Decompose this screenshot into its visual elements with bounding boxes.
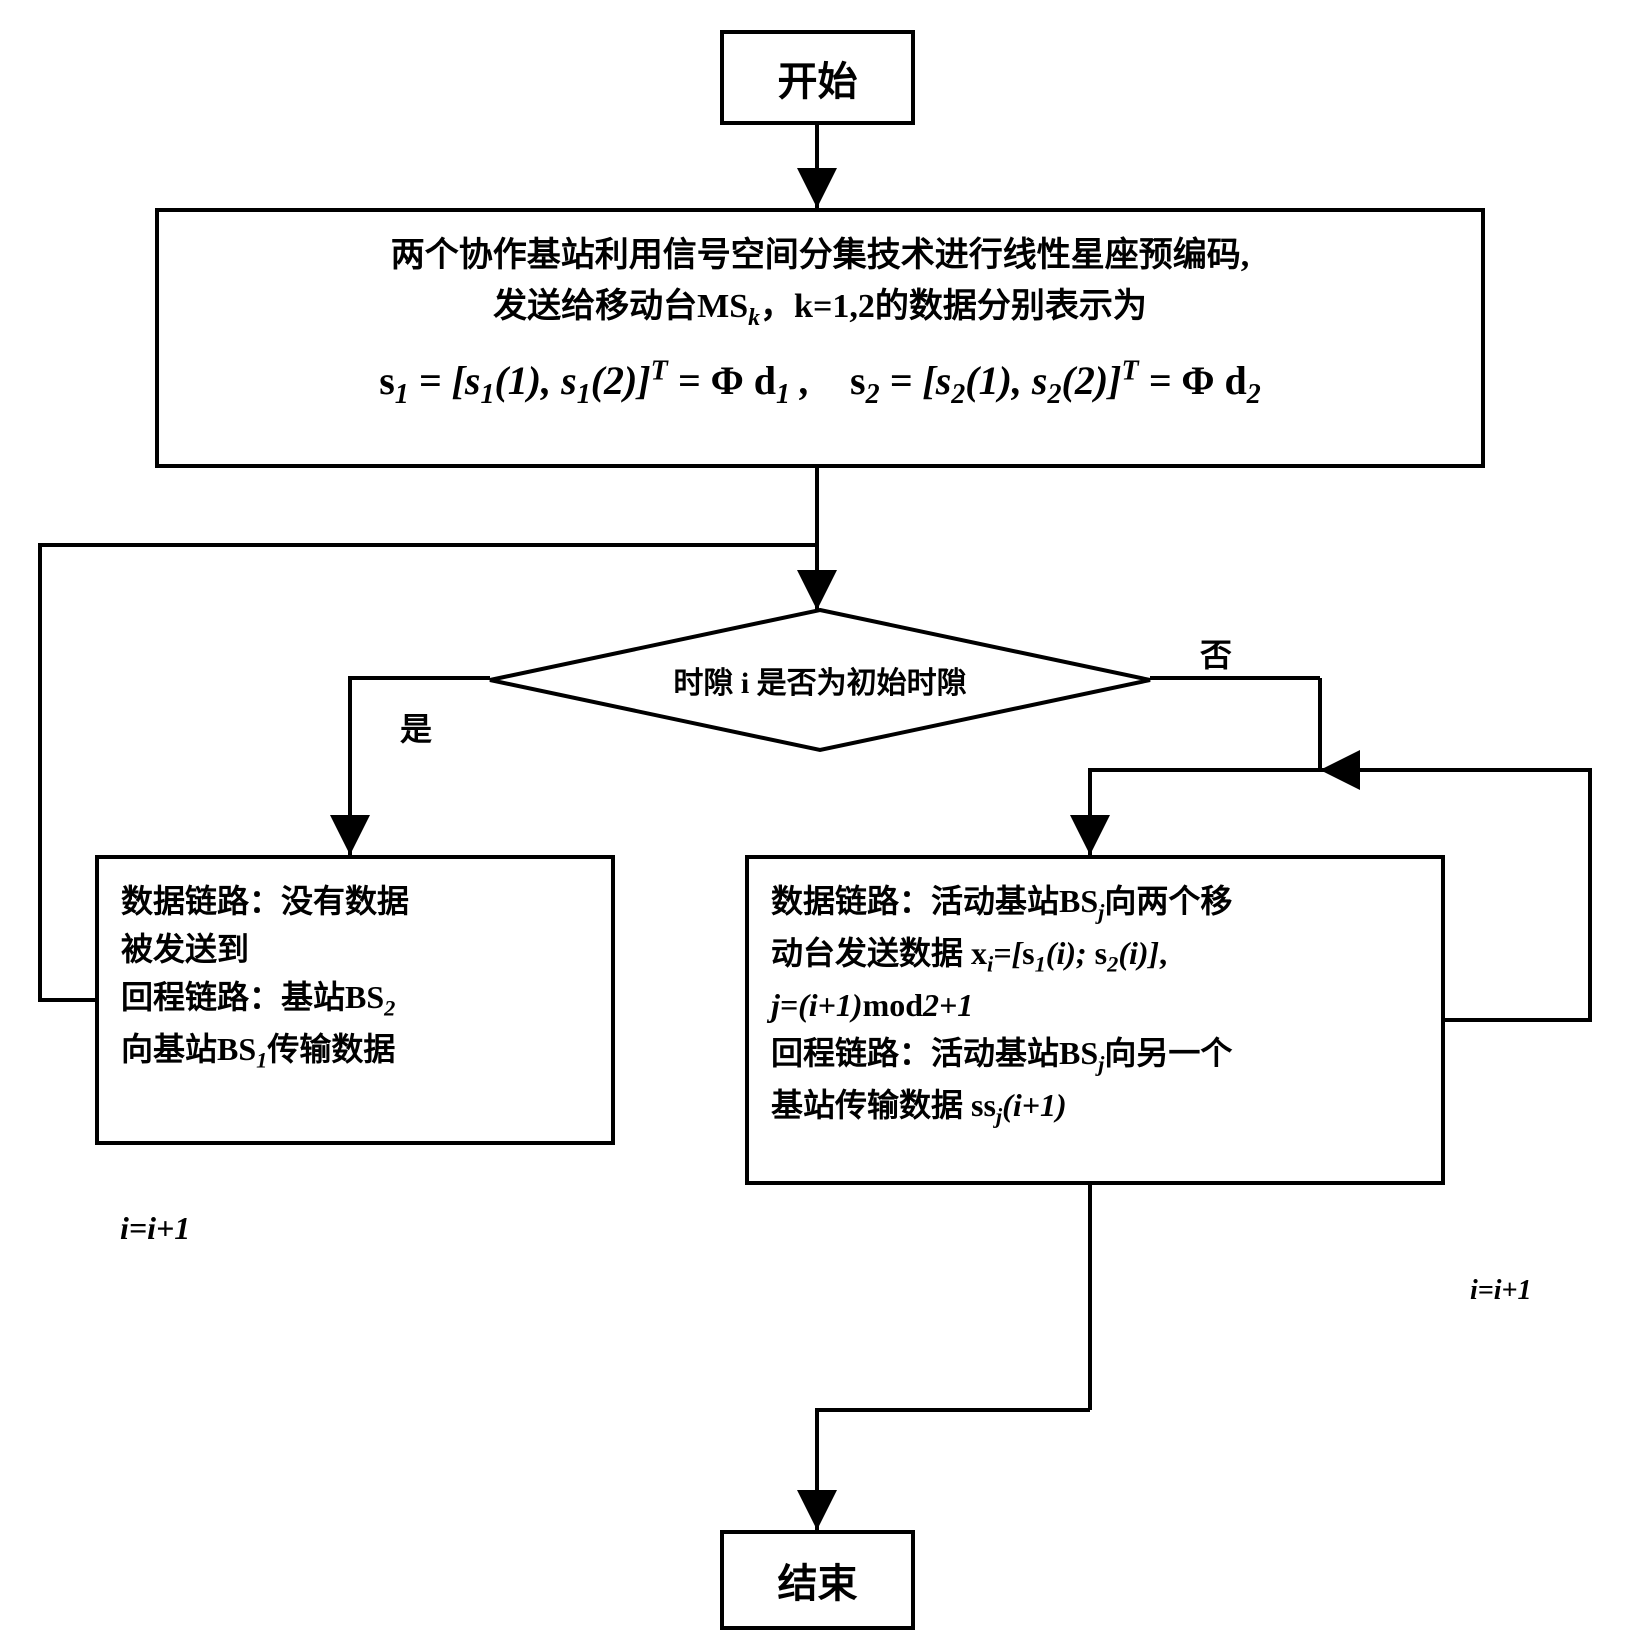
precoding-step: 两个协作基站利用信号空间分集技术进行线性星座预编码, 发送给移动台MSk，k=1… bbox=[155, 208, 1485, 468]
precoding-formulas: s1 = [s1(1), s1(2)]T = Φ d1 , s2 = [s2(1… bbox=[181, 350, 1459, 415]
left-l3: 回程链路：基站BS2 bbox=[121, 973, 589, 1025]
precoding-line1: 两个协作基站利用信号空间分集技术进行线性星座预编码, bbox=[181, 230, 1459, 281]
end-label: 结束 bbox=[778, 1551, 858, 1609]
increment-left: i=i+1 bbox=[120, 1210, 190, 1247]
right-l3: j=(i+1)mod2+1 bbox=[771, 981, 1419, 1029]
noninitial-slot-step: 数据链路：活动基站BSj向两个移 动台发送数据 xi=[s1(i); s2(i)… bbox=[745, 855, 1445, 1185]
right-l1: 数据链路：活动基站BSj向两个移 bbox=[771, 877, 1419, 929]
precoding-line2: 发送给移动台MSk，k=1,2的数据分别表示为 bbox=[181, 281, 1459, 336]
left-l2: 被发送到 bbox=[121, 925, 589, 973]
start-label: 开始 bbox=[778, 49, 858, 107]
rightbox-to-end bbox=[817, 1410, 1090, 1530]
flowchart-canvas: 开始 两个协作基站利用信号空间分集技术进行线性星座预编码, 发送给移动台MSk，… bbox=[0, 0, 1643, 1643]
no-label: 否 bbox=[1200, 630, 1232, 676]
no-down-to-rightbox bbox=[1090, 678, 1320, 855]
decision-text: 时隙 i 是否为初始时隙 bbox=[490, 658, 1150, 702]
end-node: 结束 bbox=[720, 1530, 915, 1630]
right-l4: 回程链路：活动基站BSj向另一个 bbox=[771, 1029, 1419, 1081]
start-node: 开始 bbox=[720, 30, 915, 125]
right-l2: 动台发送数据 xi=[s1(i); s2(i)], bbox=[771, 929, 1419, 981]
initial-slot-step: 数据链路：没有数据 被发送到 回程链路：基站BS2 向基站BS1传输数据 bbox=[95, 855, 615, 1145]
increment-right: i=i+1 bbox=[1470, 1275, 1532, 1307]
left-l4: 向基站BS1传输数据 bbox=[121, 1025, 589, 1077]
right-l5: 基站传输数据 ssj(i+1) bbox=[771, 1081, 1419, 1133]
left-l1: 数据链路：没有数据 bbox=[121, 877, 589, 925]
yes-label: 是 bbox=[400, 704, 432, 750]
